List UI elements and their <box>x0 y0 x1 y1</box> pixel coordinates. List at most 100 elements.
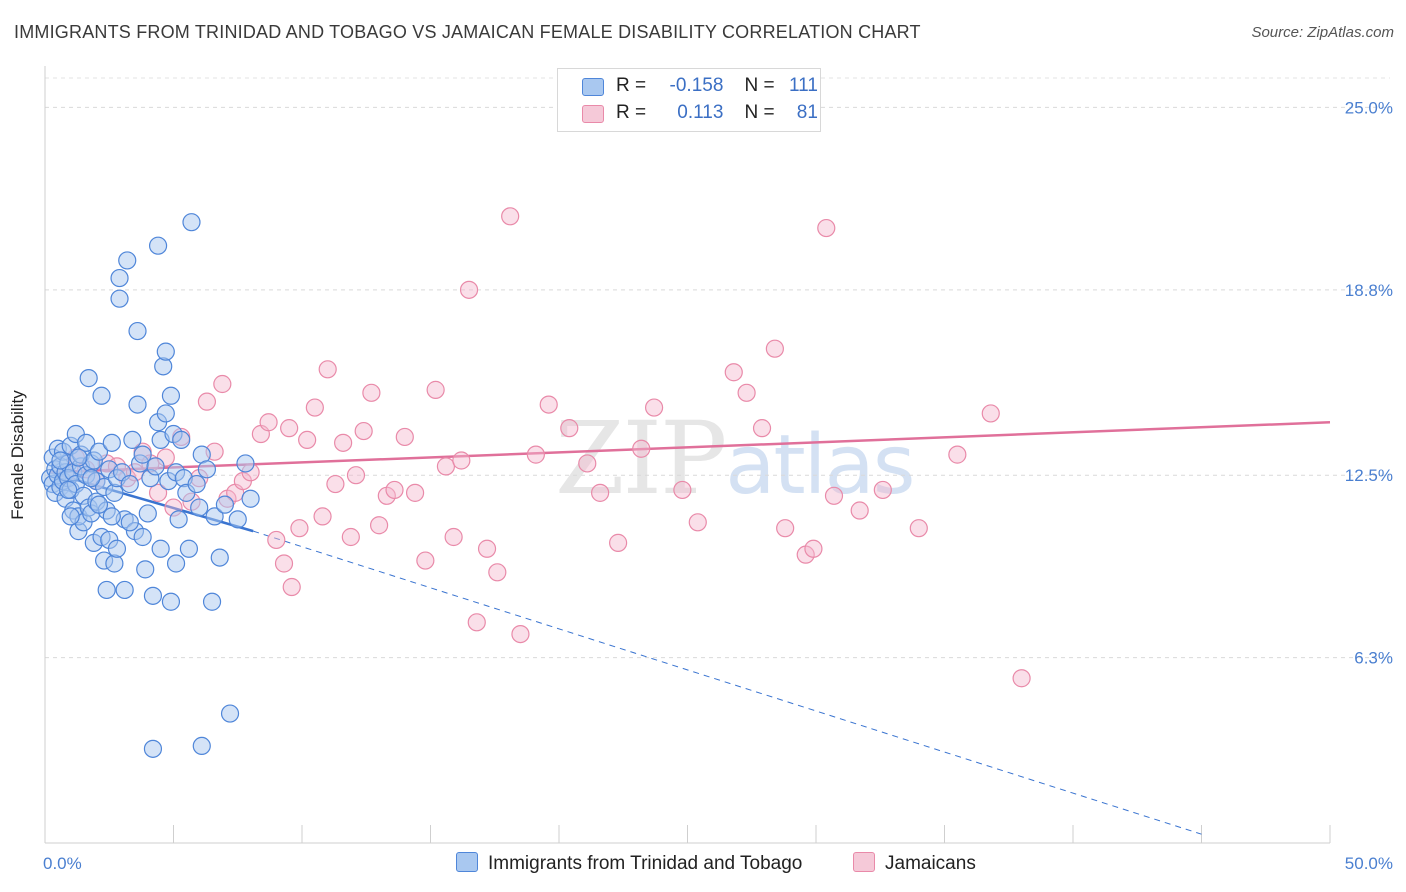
bottom-legend-series-1: Immigrants from Trinidad and Tobago <box>456 852 802 875</box>
data-point-trinidad-tobago <box>190 498 209 517</box>
data-point-trinidad-tobago <box>205 507 224 526</box>
data-point-trinidad-tobago <box>51 451 70 470</box>
data-point-jamaicans <box>824 486 844 505</box>
bottom-legend-swatch-2 <box>853 852 875 872</box>
x-tick-label: 50.0% <box>1345 854 1393 873</box>
data-point-jamaicans <box>259 413 278 432</box>
trend-line-dashed <box>253 530 1202 835</box>
legend-n-value: 81 <box>796 102 818 123</box>
data-point-jamaicans <box>511 624 530 644</box>
data-point-trinidad-tobago <box>215 495 234 514</box>
data-point-trinidad-tobago <box>138 504 157 523</box>
legend-r-label: R = <box>616 102 647 123</box>
data-point-jamaicans <box>724 363 743 382</box>
gridlines <box>45 77 1390 659</box>
data-point-trinidad-tobago <box>151 539 170 558</box>
points-series-1 <box>41 213 260 758</box>
data-point-jamaicans <box>370 516 389 535</box>
data-point-jamaicans <box>459 280 479 299</box>
data-point-trinidad-tobago <box>220 704 240 723</box>
data-point-trinidad-tobago <box>154 357 173 376</box>
data-point-trinidad-tobago <box>146 457 165 476</box>
data-point-trinidad-tobago <box>192 736 211 756</box>
data-point-trinidad-tobago <box>236 454 255 473</box>
data-point-jamaicans <box>1012 669 1031 688</box>
legend-swatch-series-1 <box>582 78 604 96</box>
data-point-trinidad-tobago <box>82 469 101 488</box>
data-point-jamaicans <box>426 380 445 399</box>
watermark: ZIPatlas <box>555 400 915 517</box>
data-point-trinidad-tobago <box>61 507 80 526</box>
data-point-jamaicans <box>346 466 366 485</box>
data-point-jamaicans <box>290 519 309 538</box>
trend-line-series-2 <box>50 421 1331 474</box>
data-point-trinidad-tobago <box>187 474 206 494</box>
data-point-jamaicans <box>539 395 558 414</box>
data-point-trinidad-tobago <box>166 554 186 573</box>
data-point-jamaicans <box>467 613 486 632</box>
data-point-jamaicans <box>737 383 756 402</box>
data-point-jamaicans <box>765 339 784 358</box>
data-point-jamaicans <box>313 507 332 526</box>
data-point-jamaicans <box>395 427 414 447</box>
data-point-jamaicans <box>850 501 869 520</box>
trend-line-solid <box>50 421 1331 474</box>
data-point-trinidad-tobago <box>77 433 96 452</box>
data-point-trinidad-tobago <box>110 268 129 288</box>
data-point-jamaicans <box>804 539 823 558</box>
axes <box>44 66 1331 844</box>
data-point-trinidad-tobago <box>161 386 181 405</box>
data-point-jamaicans <box>436 457 456 476</box>
legend-n-label: N = <box>744 75 775 96</box>
data-point-trinidad-tobago <box>182 213 201 232</box>
source-label: Source: ZipAtlas.com <box>1251 24 1394 41</box>
data-point-trinidad-tobago <box>120 474 139 494</box>
data-point-trinidad-tobago <box>118 251 137 270</box>
data-point-trinidad-tobago <box>202 592 222 611</box>
data-point-trinidad-tobago <box>143 739 163 758</box>
data-point-jamaicans <box>981 404 1000 423</box>
data-point-jamaicans <box>948 445 967 464</box>
y-tick-label: 6.3% <box>1354 649 1393 668</box>
y-tick-label: 18.8% <box>1345 281 1393 300</box>
legend-r-value: -0.158 <box>669 75 724 96</box>
data-point-trinidad-tobago <box>123 430 142 450</box>
data-point-trinidad-tobago <box>79 369 98 388</box>
data-point-jamaicans <box>909 519 928 538</box>
data-point-jamaicans <box>197 392 217 411</box>
data-point-jamaicans <box>274 554 294 573</box>
data-point-jamaicans <box>362 383 381 402</box>
data-point-jamaicans <box>298 430 317 450</box>
data-point-jamaicans <box>644 398 664 417</box>
data-point-jamaicans <box>609 533 628 552</box>
data-point-jamaicans <box>526 445 545 464</box>
data-point-trinidad-tobago <box>133 527 152 547</box>
data-point-trinidad-tobago <box>169 510 188 529</box>
data-point-jamaicans <box>560 419 579 438</box>
data-point-jamaicans <box>213 374 232 394</box>
data-point-jamaicans <box>688 513 707 532</box>
legend-n-value: 111 <box>789 75 818 96</box>
data-point-jamaicans <box>873 480 892 500</box>
data-point-trinidad-tobago <box>128 321 147 341</box>
data-point-trinidad-tobago <box>133 445 152 464</box>
legend-r-label: R = <box>616 75 647 96</box>
legend-swatch-series-2 <box>582 105 604 123</box>
data-point-jamaicans <box>326 474 345 494</box>
data-point-trinidad-tobago <box>105 554 124 573</box>
data-point-trinidad-tobago <box>156 342 175 361</box>
bottom-legend-label-2: Jamaicans <box>885 853 976 874</box>
data-point-trinidad-tobago <box>136 560 155 579</box>
data-point-trinidad-tobago <box>172 430 191 450</box>
data-point-jamaicans <box>817 218 836 238</box>
data-point-jamaicans <box>267 530 286 550</box>
data-point-trinidad-tobago <box>120 513 139 532</box>
data-point-jamaicans <box>282 577 301 597</box>
data-point-trinidad-tobago <box>161 592 181 611</box>
data-point-trinidad-tobago <box>179 539 199 558</box>
data-point-trinidad-tobago <box>156 404 175 423</box>
data-point-jamaicans <box>591 483 610 502</box>
bottom-legend-label-1: Immigrants from Trinidad and Tobago <box>488 853 803 874</box>
data-point-jamaicans <box>578 454 597 473</box>
